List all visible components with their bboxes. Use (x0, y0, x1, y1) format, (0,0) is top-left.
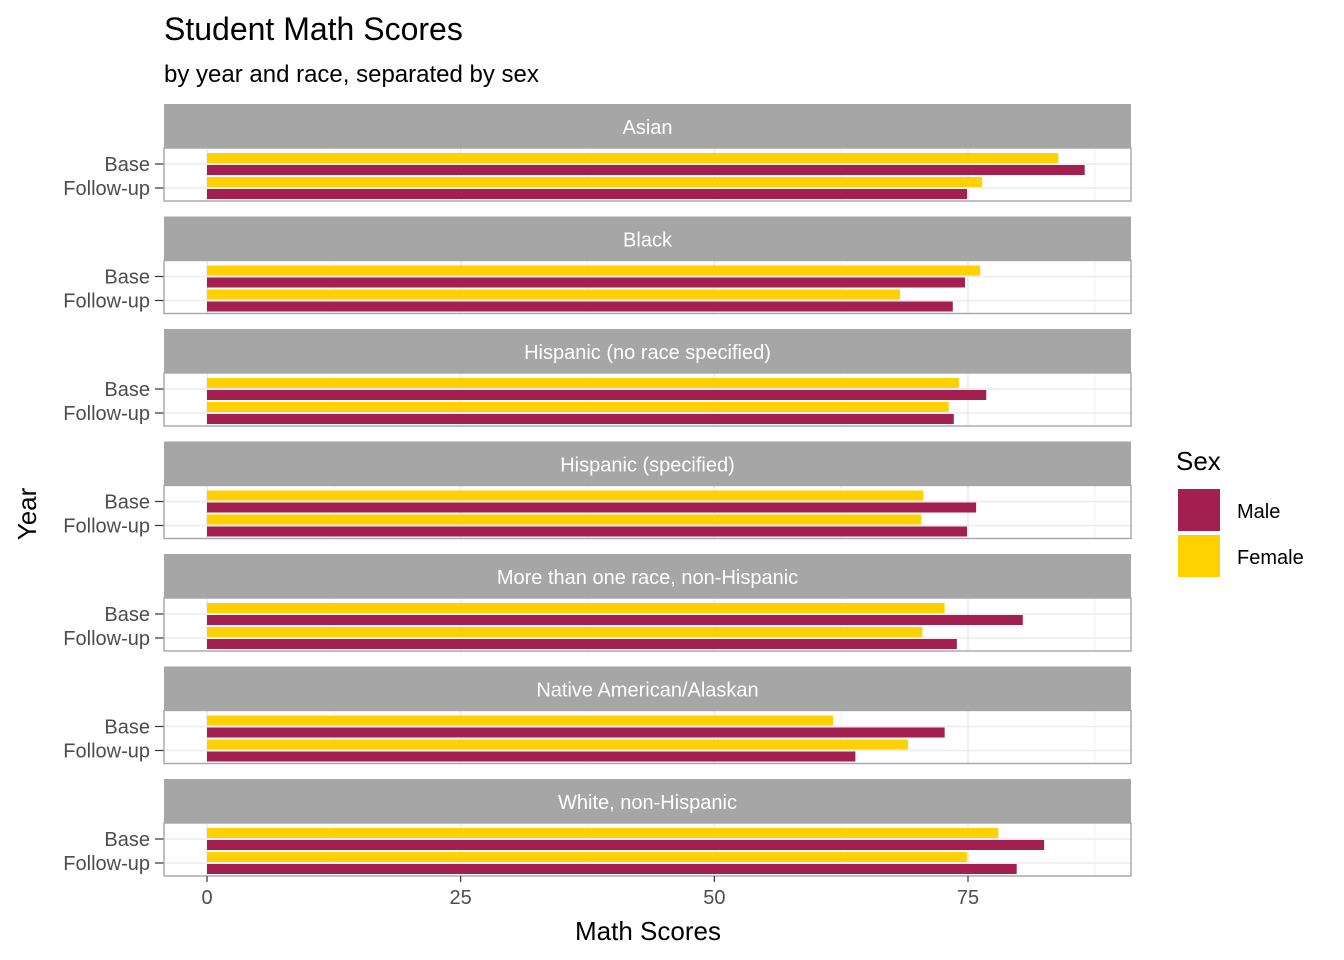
legend: Sex Male Female (1176, 446, 1304, 577)
y-axis-title: Year (12, 487, 42, 540)
x-axis-title: Math Scores (575, 916, 721, 946)
y-tick-label: Follow-up (63, 741, 150, 763)
bar-male (207, 639, 957, 649)
y-tick-label: Follow-up (63, 178, 150, 200)
bar-male (207, 840, 1045, 850)
bar-female (207, 265, 981, 276)
bar-female (207, 852, 967, 862)
bar-female (207, 739, 909, 750)
bar-male (207, 615, 1023, 625)
bar-male (207, 301, 953, 312)
legend-key-male (1178, 489, 1220, 531)
bar-male (207, 277, 965, 288)
facet-strip (164, 779, 1131, 823)
x-tick-label: 25 (450, 887, 472, 909)
panel-border (163, 372, 1132, 427)
y-tick-label: Follow-up (63, 516, 150, 538)
panel-border (163, 822, 1132, 877)
bar-male (207, 414, 954, 424)
y-tick-label: Follow-up (63, 853, 150, 875)
bar-female (207, 289, 901, 300)
facet-strip (164, 216, 1131, 261)
bar-male (207, 526, 967, 537)
y-tick-label: Follow-up (63, 291, 150, 313)
legend-key-female (1178, 535, 1220, 577)
facet-strip (164, 666, 1131, 711)
bar-female (207, 715, 834, 726)
facet-label: Hispanic (no race specified) (524, 342, 771, 364)
facet-label: Asian (622, 117, 672, 139)
y-tick-label: Base (104, 604, 150, 626)
x-tick-label: 0 (201, 887, 212, 909)
facet-panel: Hispanic (no race specified) BaseFollow-u… (63, 329, 1132, 427)
y-tick-label: Base (104, 717, 150, 739)
facet-strip (164, 554, 1131, 598)
y-tick-label: Base (104, 379, 150, 401)
x-tick-label: 50 (703, 887, 725, 909)
y-tick-label: Base (104, 267, 150, 289)
bar-female (207, 603, 945, 613)
facet-panel: More than one race, non-Hispanic BaseFoll… (63, 554, 1132, 652)
bar-female (207, 153, 1059, 163)
x-axis: 0 25 50 75 (201, 876, 979, 909)
chart-subtitle: by year and race, separated by sex (164, 61, 539, 88)
bar-female (207, 177, 983, 187)
bar-female (207, 828, 999, 838)
facet-strip (164, 441, 1131, 486)
bar-male (207, 189, 967, 199)
facet-label: Black (623, 230, 673, 252)
bar-female (207, 402, 949, 412)
x-tick-label: 75 (957, 887, 979, 909)
facet-strip (164, 329, 1131, 373)
legend-title: Sex (1176, 446, 1221, 476)
panel-border (163, 597, 1132, 652)
panel-border (163, 484, 1132, 540)
facet-label: More than one race, non-Hispanic (497, 567, 798, 589)
legend-label-female: Female (1237, 547, 1304, 569)
facet-label: White, non-Hispanic (558, 792, 737, 814)
bar-male (207, 864, 1017, 874)
legend-label-male: Male (1237, 501, 1280, 523)
bar-male (207, 390, 987, 400)
chart-title: Student Math Scores (164, 11, 463, 47)
panel-border (163, 147, 1132, 202)
y-tick-label: Base (104, 154, 150, 176)
facet-panels: AsianBaseFollow-upBlackBaseFollow-upHisp… (63, 104, 1132, 877)
bar-female (207, 378, 959, 388)
y-tick-label: Follow-up (63, 628, 150, 650)
y-tick-label: Base (104, 829, 150, 851)
y-tick-label: Follow-up (63, 403, 150, 425)
bar-male (207, 751, 856, 762)
panel-border (163, 259, 1132, 315)
y-tick-label: Base (104, 492, 150, 514)
bar-female (207, 514, 922, 525)
facet-strip (164, 104, 1131, 148)
panel-border (163, 709, 1132, 765)
bar-male (207, 165, 1085, 175)
bar-female (207, 627, 923, 637)
bar-male (207, 502, 977, 513)
bar-female (207, 490, 924, 501)
facet-label: Native American/Alaskan (536, 680, 758, 702)
bar-male (207, 727, 945, 738)
facet-label: Hispanic (specified) (560, 455, 735, 477)
